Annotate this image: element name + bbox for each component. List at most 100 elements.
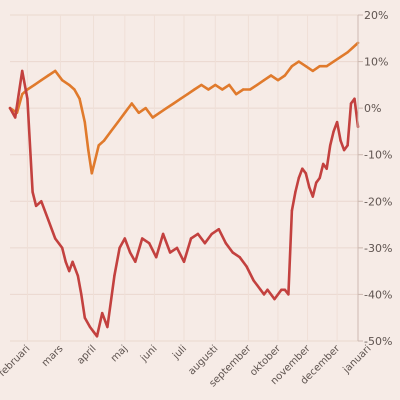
series-1-point — [325, 65, 328, 68]
series-2-point — [8, 106, 12, 110]
series-1-point — [200, 83, 203, 87]
x-axis: februari mars april maj juni juliaugustisepte… — [0, 343, 374, 390]
series-2-point — [34, 204, 38, 208]
series-2-point — [349, 102, 353, 105]
series-1-point — [172, 102, 175, 105]
series-1-point — [290, 65, 294, 68]
series-2-point — [290, 209, 294, 212]
series-2-point — [64, 260, 67, 263]
y-tick-label: -30% — [364, 242, 392, 255]
series-1-point — [297, 60, 300, 63]
series-1-point — [351, 46, 354, 49]
series-1-point — [276, 79, 280, 82]
series-2-point — [315, 181, 318, 184]
series-2-point — [21, 69, 24, 73]
series-1-point — [123, 111, 127, 115]
series-2-point — [47, 218, 50, 222]
y-tick-label: 20% — [364, 9, 388, 22]
series-1-point — [144, 106, 147, 110]
series-2-point — [17, 93, 20, 96]
series-2-point — [196, 232, 200, 236]
x-tick-label: maj — [109, 343, 130, 364]
series-2-point — [245, 265, 248, 268]
series-1-point — [311, 69, 314, 73]
series-1-point — [73, 88, 76, 91]
series-2-point — [318, 176, 321, 180]
series-1-point — [130, 102, 133, 105]
series-2-point — [68, 269, 71, 273]
series-2-point — [255, 283, 259, 287]
series-1-point — [116, 120, 120, 124]
series-1-point — [248, 88, 252, 91]
series-1-point — [61, 79, 64, 82]
series-2-point — [217, 228, 220, 231]
series-1-point — [214, 83, 217, 87]
series-1-point — [283, 74, 287, 77]
series-2-point — [88, 325, 92, 329]
series-1-point — [235, 93, 238, 96]
series-1-point — [137, 111, 140, 115]
series-layer — [8, 41, 360, 338]
x-tick-label: april — [75, 343, 98, 366]
series-2-point — [280, 288, 283, 291]
series-2-point — [262, 293, 266, 296]
series-1-point — [193, 88, 196, 91]
series-2-point — [76, 274, 80, 277]
series-2-point — [210, 232, 213, 236]
series-2-point — [101, 311, 104, 315]
series-2-point — [266, 288, 269, 291]
y-tick-label: -40% — [364, 288, 392, 301]
series-2-point — [14, 116, 17, 119]
series-line-2 — [8, 69, 360, 338]
series-1-point — [318, 65, 321, 68]
series-1-point — [97, 144, 100, 147]
series-2-point — [252, 279, 255, 282]
series-2-point — [332, 130, 335, 133]
series-1-point — [109, 130, 113, 133]
series-2-point — [95, 335, 99, 338]
series-2-point — [297, 176, 300, 180]
y-tick-label: -10% — [364, 149, 392, 162]
series-2-point — [148, 242, 151, 245]
series-1-point — [346, 51, 349, 54]
series-1-point — [151, 116, 154, 119]
series-2-point — [273, 297, 276, 301]
series-1-point — [207, 88, 210, 91]
series-2-point — [339, 139, 342, 142]
series-1-point — [339, 55, 342, 59]
x-tick-label: mars — [40, 343, 66, 369]
y-tick-label: -20% — [364, 195, 392, 208]
series-2-point — [276, 293, 280, 296]
series-2-point — [335, 120, 339, 124]
series-2-point — [342, 148, 346, 152]
y-tick-label: 10% — [364, 56, 388, 69]
series-2-point — [141, 237, 144, 240]
x-tick-label: augusti — [186, 343, 220, 377]
series-2-point — [231, 251, 234, 254]
series-2-point — [92, 330, 95, 333]
series-2-point — [118, 246, 121, 250]
series-1-point — [68, 83, 71, 87]
series-2-point — [322, 162, 325, 166]
series-2-point — [83, 316, 87, 319]
series-2-point — [175, 246, 179, 250]
series-1-point — [255, 83, 259, 87]
series-2-point — [283, 288, 287, 291]
series-2-point — [259, 288, 262, 291]
series-2-point — [106, 325, 109, 329]
x-tick-label: februari — [0, 343, 33, 379]
series-2-point — [329, 144, 332, 147]
series-1-point — [87, 148, 90, 152]
series-2-point — [128, 251, 132, 254]
series-2-point — [203, 242, 207, 245]
series-1-point — [40, 79, 43, 82]
series-1-point — [332, 60, 335, 63]
series-2-point — [168, 251, 172, 254]
series-2-point — [182, 260, 186, 263]
series-1-point — [33, 83, 36, 87]
series-1-point — [47, 74, 50, 77]
x-tick-label: januari — [341, 343, 374, 376]
series-1-point — [186, 93, 189, 96]
